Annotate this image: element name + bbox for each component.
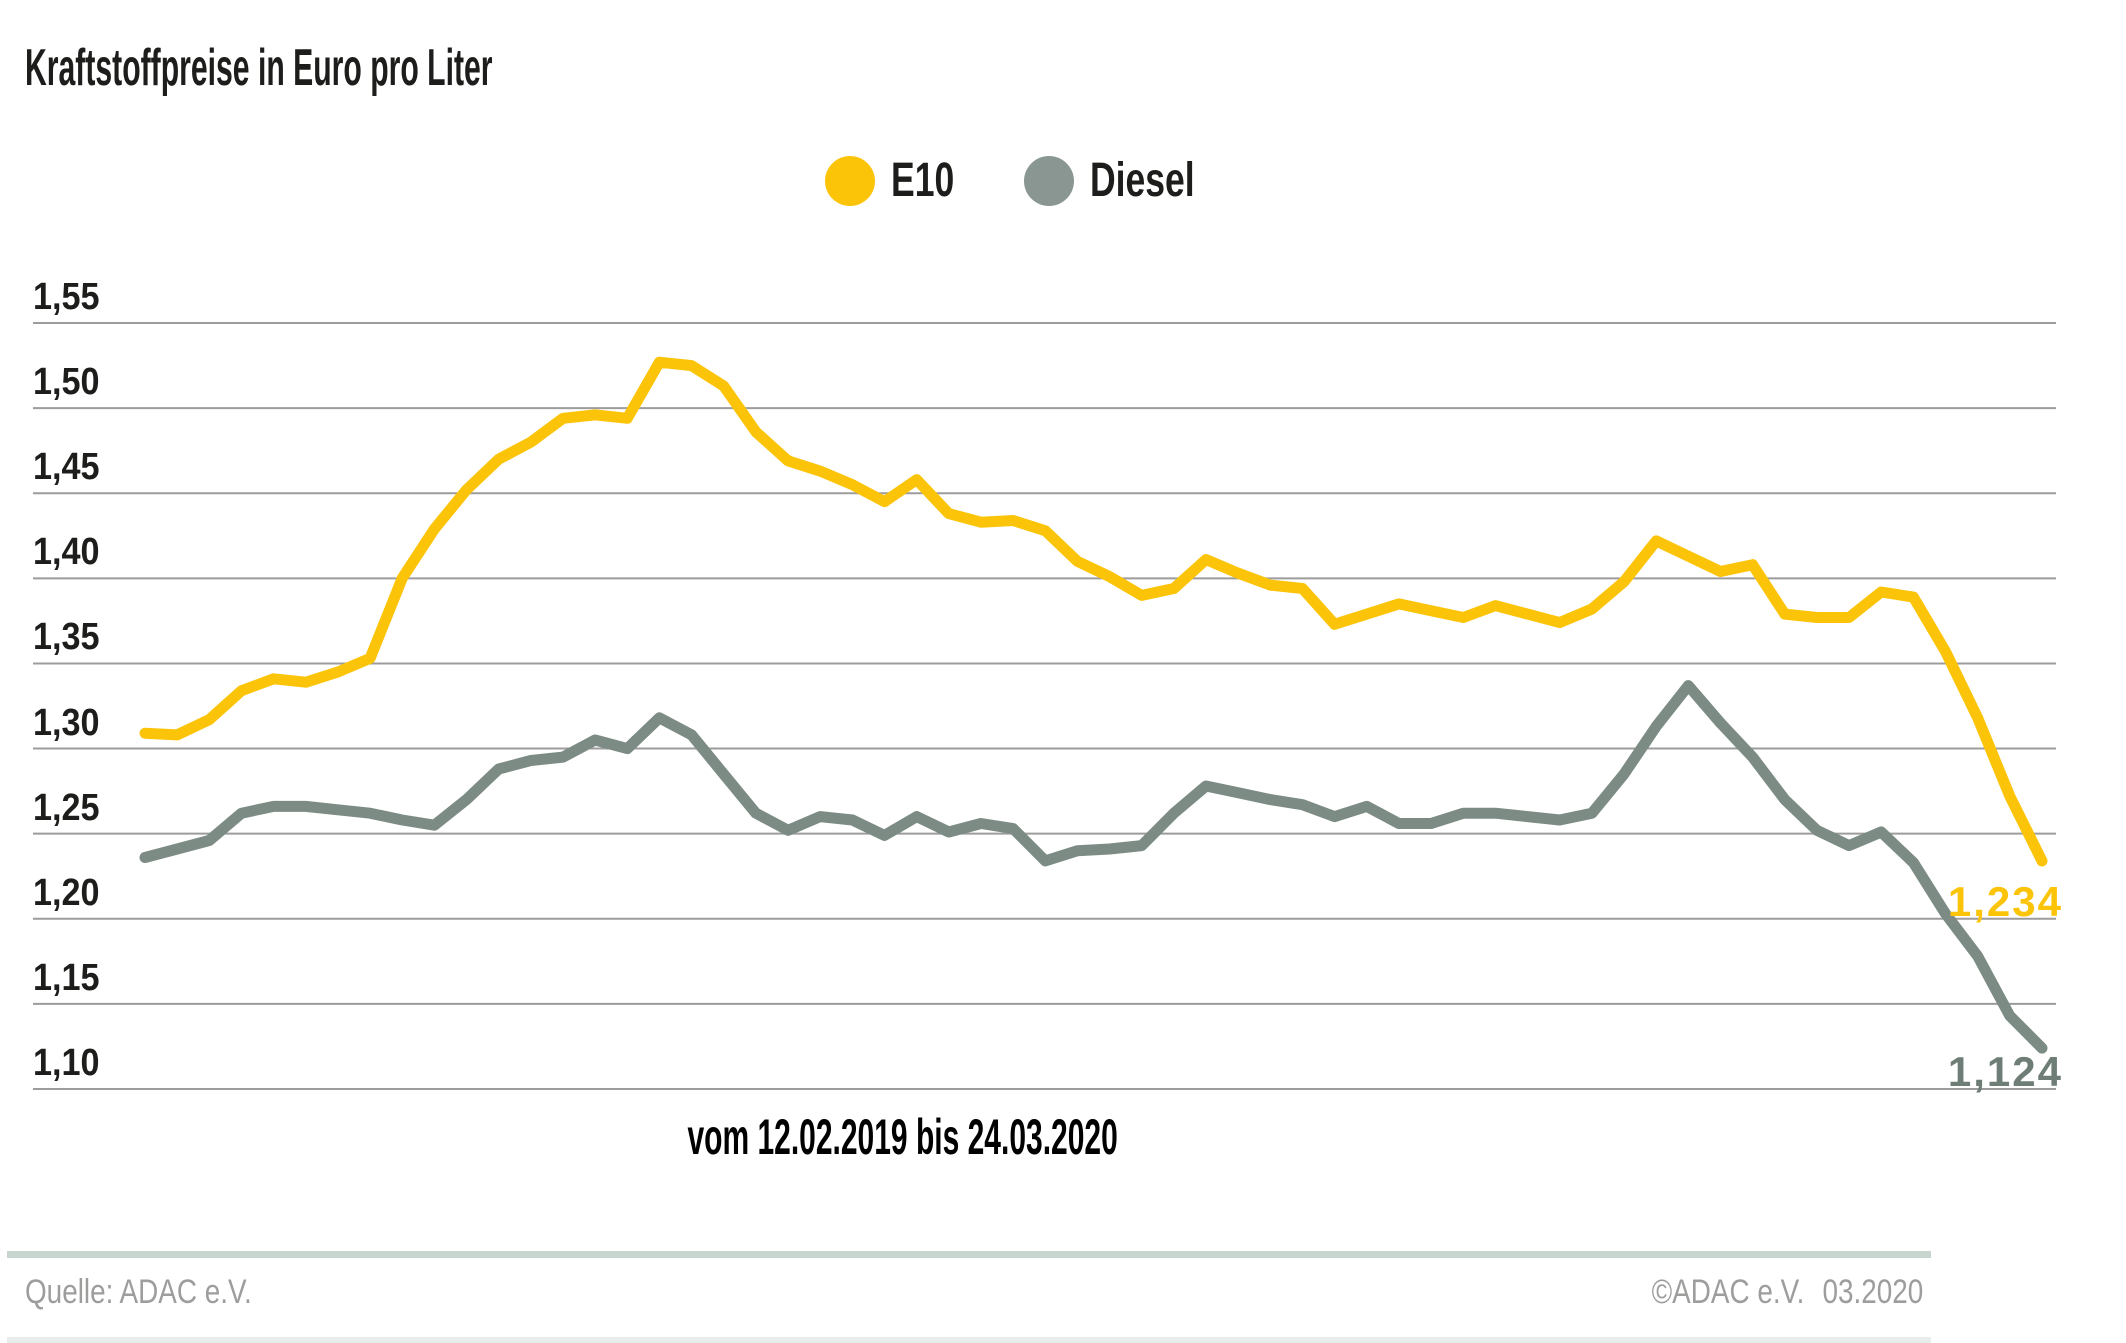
bottom-edge-strip (7, 1337, 1931, 1343)
y-axis-tick-label: 1,45 (33, 446, 100, 489)
y-axis-tick-label: 1,55 (33, 276, 100, 318)
e10-price-line (139, 356, 2048, 867)
chart-legend: E10 Diesel (0, 153, 2056, 208)
y-axis-tick-label: 1,35 (33, 616, 100, 659)
diesel-legend-circle-icon (1023, 155, 1074, 206)
legend-item-diesel: Diesel (1023, 153, 1231, 208)
legend-label-e10: E10 (890, 154, 954, 207)
e10-legend-circle-icon (824, 155, 875, 206)
copyright-text: ©ADAC e.V. (1651, 1273, 1805, 1311)
legend-label-diesel: Diesel (1089, 154, 1195, 207)
y-axis-tick-label: 1,25 (33, 786, 100, 829)
x-axis-date-range-label: vom 12.02.2019 bis 24.03.2020 (0, 1108, 1806, 1166)
y-axis-tick-label: 1,15 (33, 956, 100, 999)
issue-date: 03.2020 (1822, 1273, 1923, 1311)
y-axis-tick-label: 1,50 (33, 361, 100, 404)
legend-item-e10: E10 (824, 153, 976, 208)
y-axis-tick-label: 1,30 (33, 701, 100, 744)
y-axis-tick-label: 1,10 (33, 1042, 100, 1084)
y-axis-tick-label: 1,20 (33, 871, 100, 914)
diesel-price-line (139, 680, 2048, 1054)
diesel-end-value-label: 1,124 (1947, 1048, 2063, 1096)
y-axis-tick-label: 1,40 (33, 531, 100, 574)
x-axis-date-range-text: vom 12.02.2019 bis 24.03.2020 (687, 1109, 1119, 1165)
e10-end-value-label: 1,234 (1947, 877, 2063, 925)
copyright-note: ©ADAC e.V. 03.2020 (1651, 1273, 1923, 1312)
page-title: Kraftstoffpreise in Euro pro Liter (25, 39, 493, 97)
source-note: Quelle: ADAC e.V. (25, 1273, 252, 1311)
footer-divider (7, 1251, 1931, 1258)
